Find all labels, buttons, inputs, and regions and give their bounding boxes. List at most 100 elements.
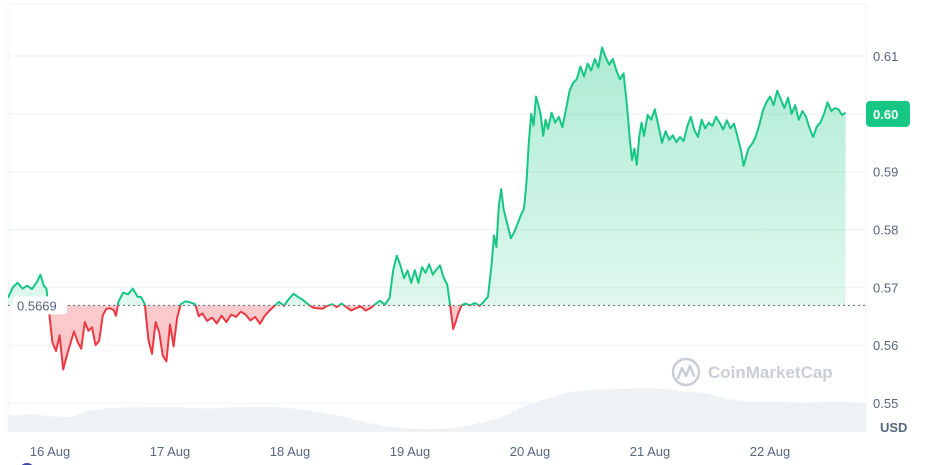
volume-bar	[36, 415, 43, 432]
volume-bar	[93, 409, 100, 432]
volume-bar	[511, 411, 518, 432]
volume-bar	[425, 428, 432, 432]
volume-bar	[437, 428, 444, 432]
volume-bar	[688, 392, 695, 432]
volume-bar	[105, 408, 112, 432]
y-tick-label: 0.58	[873, 223, 898, 238]
volume-bar	[276, 407, 283, 432]
price-area-up	[8, 47, 846, 306]
volume-bar	[253, 406, 261, 432]
x-tick-label: 20 Aug	[510, 444, 551, 459]
price-line-down	[47, 305, 482, 371]
volume-bar	[677, 390, 684, 432]
y-tick-label: 0.56	[873, 338, 898, 353]
volume-bar	[259, 406, 266, 432]
volume-bar	[70, 415, 78, 432]
volume-bar	[843, 402, 850, 432]
volume-bar	[528, 403, 535, 432]
volume-bar	[602, 389, 609, 432]
volume-bar	[179, 407, 186, 432]
volume-bar	[803, 402, 810, 432]
y-tick-label: 0.61	[873, 49, 898, 64]
volume-bar	[76, 413, 83, 432]
volume-bar	[448, 427, 455, 432]
volume-bar	[351, 419, 358, 432]
volume-bar	[248, 406, 255, 432]
volume-bar	[173, 407, 180, 432]
volume-bar	[682, 391, 690, 432]
volume-bar	[122, 407, 129, 432]
volume-bar	[419, 428, 426, 432]
volume-bar	[88, 410, 95, 432]
volume-bar	[494, 418, 501, 432]
volume-bar	[854, 402, 861, 432]
volume-bar	[345, 417, 352, 432]
reference-price-tag-background	[13, 296, 67, 315]
volume-bar	[374, 424, 381, 432]
x-tick-label: 22 Aug	[750, 444, 791, 459]
volume-bar	[8, 415, 15, 432]
volume-bar	[574, 391, 581, 432]
current-price-label: 0.60	[873, 107, 898, 122]
x-tick-label: 16 Aug	[30, 444, 71, 459]
volume-bar	[396, 427, 404, 432]
volume-bar	[185, 407, 192, 432]
volume-bar	[242, 406, 249, 432]
reference-price-label: 0.5669	[17, 298, 57, 313]
volume-bar	[745, 401, 752, 432]
volume-bar	[791, 402, 798, 432]
volume-bar	[534, 401, 541, 432]
volume-bar	[225, 407, 232, 432]
volume-bar	[42, 415, 49, 432]
price-area-fills	[8, 47, 846, 370]
volume-bar	[25, 414, 32, 432]
volume-bar	[391, 427, 398, 432]
volume-bar	[785, 402, 793, 432]
volume-bar	[660, 388, 667, 432]
volume-bar	[591, 389, 598, 432]
volume-bar	[505, 414, 512, 432]
volume-bar	[499, 416, 507, 432]
x-tick-label: 18 Aug	[270, 444, 311, 459]
volume-bar	[116, 407, 123, 432]
volume-bar	[30, 414, 37, 432]
volume-bar	[568, 392, 575, 432]
volume-bar	[53, 416, 60, 432]
volume-bar	[328, 414, 335, 432]
volume-bar	[848, 402, 855, 432]
watermark-text: CoinMarketCap	[708, 363, 833, 382]
volume-bar	[305, 410, 312, 432]
price-line-up	[8, 46, 847, 306]
volume-bar	[236, 407, 243, 432]
volume-bar	[711, 395, 718, 432]
volume-bar	[557, 394, 564, 432]
volume-bar	[385, 426, 392, 432]
volume-bar	[797, 402, 804, 432]
volume-bar	[539, 399, 547, 432]
volume-bar	[265, 406, 272, 432]
volume-bar	[414, 428, 421, 432]
volume-bar	[356, 420, 364, 432]
volume-bar	[768, 402, 775, 432]
volume-bar	[477, 423, 484, 432]
volume-bar	[465, 425, 472, 432]
volume-bar	[580, 390, 587, 432]
volume-bar	[145, 407, 152, 432]
volume-bar	[294, 409, 301, 432]
volume-bar	[334, 415, 341, 432]
volume-bar	[671, 390, 678, 432]
volume-bar	[860, 402, 867, 432]
y-tick-label: 0.59	[873, 165, 898, 180]
volume-bar	[717, 397, 724, 432]
volume-bar	[665, 389, 672, 432]
volume-bar	[65, 416, 72, 432]
volume-bar	[282, 407, 289, 432]
volume-bar	[196, 408, 203, 432]
volume-bars	[8, 388, 867, 432]
volume-bar	[700, 392, 707, 432]
volume-bar	[316, 412, 323, 432]
current-price-badge-background	[866, 100, 910, 127]
volume-bar	[379, 425, 386, 432]
volume-bar	[431, 428, 438, 432]
